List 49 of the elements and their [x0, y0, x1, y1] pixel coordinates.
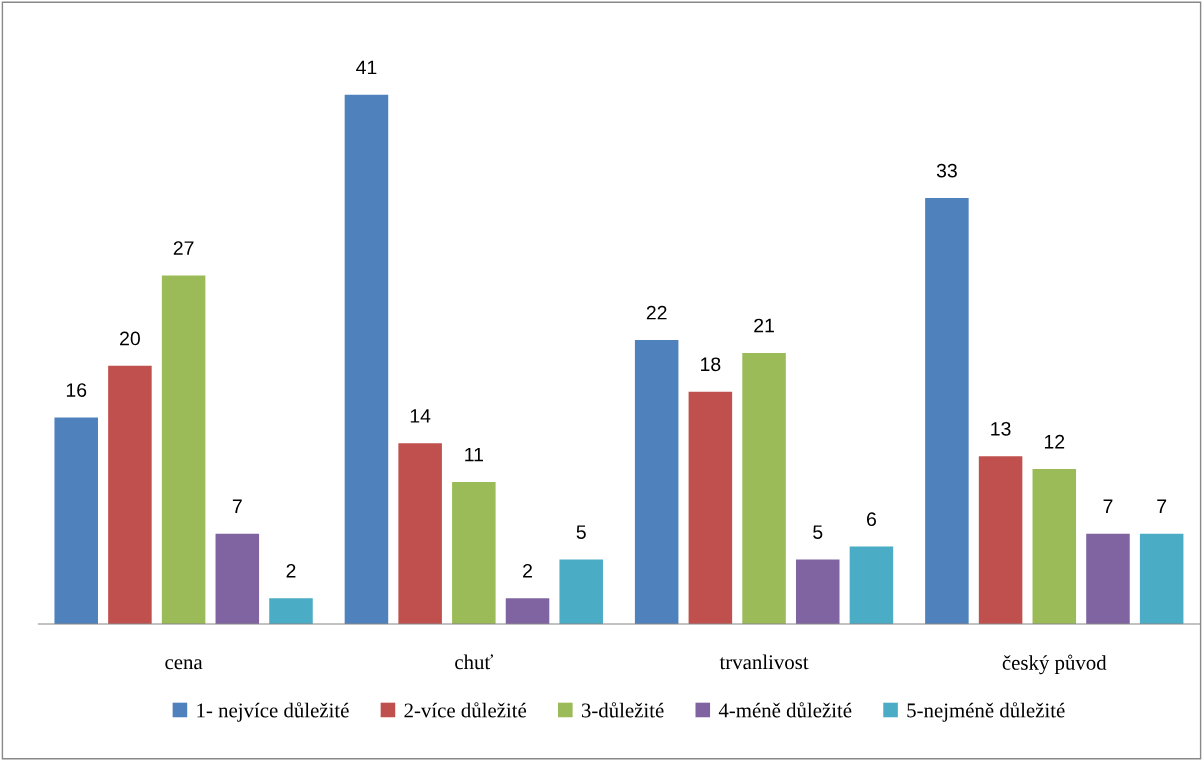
- legend-label: 2-více důležité: [404, 702, 527, 718]
- data-label: 5: [576, 525, 586, 539]
- bar: [849, 546, 894, 625]
- legend-label: 1- nejvíce důležité: [197, 702, 349, 722]
- data-label: 13: [991, 421, 1011, 436]
- bar: [215, 533, 260, 625]
- bar: [634, 340, 679, 625]
- bar: [161, 275, 206, 625]
- data-label: 5: [813, 525, 823, 539]
- bar: [54, 417, 98, 625]
- data-label: 7: [1157, 499, 1167, 513]
- data-label: 12: [1044, 434, 1065, 449]
- x-tick-label: trvanlivost: [719, 654, 809, 670]
- bar: [742, 352, 786, 625]
- data-label: 7: [232, 499, 242, 513]
- bar: [452, 482, 496, 625]
- data-label: 7: [1103, 499, 1113, 513]
- bar: [398, 443, 442, 625]
- data-label: 33: [936, 163, 957, 178]
- data-label: 11: [465, 447, 483, 462]
- data-label: 16: [66, 383, 87, 397]
- data-label: 27: [173, 241, 194, 255]
- bar: [108, 365, 152, 625]
- data-label: 6: [867, 512, 876, 527]
- x-tick-label: chuť: [455, 654, 493, 670]
- legend-label: 3-důležité: [581, 702, 664, 718]
- bar: [505, 598, 550, 625]
- bar: [978, 456, 1023, 625]
- x-tick-label: český původ: [1002, 654, 1107, 675]
- data-label: 41: [356, 60, 377, 75]
- data-label: 14: [410, 409, 431, 423]
- bar: [269, 598, 313, 625]
- data-label: 2: [523, 563, 532, 578]
- x-tick-label: cena: [165, 659, 203, 670]
- data-label: 20: [120, 331, 140, 346]
- bar: [559, 559, 603, 625]
- data-label: 22: [646, 305, 667, 320]
- bar: [344, 94, 389, 625]
- data-label: 18: [701, 357, 721, 372]
- bar: [688, 391, 733, 625]
- legend-label: 4-méně důležité: [718, 702, 852, 718]
- bar: [1139, 533, 1184, 625]
- legend-label: 5-nejméně důležité: [907, 702, 1065, 722]
- bar: [795, 559, 840, 625]
- bar: [1032, 469, 1077, 625]
- data-label: 2: [286, 563, 296, 578]
- bar: [1086, 533, 1130, 625]
- data-label: 21: [754, 318, 774, 333]
- bar: [925, 198, 969, 625]
